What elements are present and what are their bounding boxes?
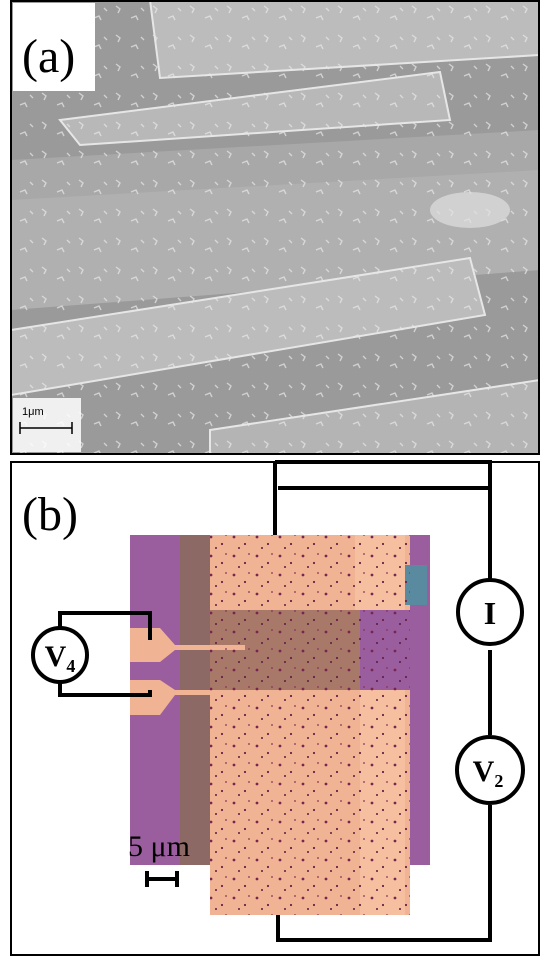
symbol: V <box>473 755 495 788</box>
panel-a: (a) 1μm <box>11 0 540 455</box>
current-label: I <box>484 595 496 631</box>
scale-bar-label: 1μm <box>22 406 44 418</box>
panel-b: V4 I V2 (b) 5 μm <box>11 462 539 955</box>
subscript: 4 <box>66 656 75 676</box>
panel-label: (a) <box>22 30 75 83</box>
panel-label: (b) <box>22 488 78 541</box>
scale-bar-label: 5 μm <box>128 830 190 863</box>
figure: (a) 1μm V4 I V2 (b) 5 μm <box>0 0 548 957</box>
symbol: V <box>45 640 67 673</box>
subscript: 2 <box>494 771 503 791</box>
